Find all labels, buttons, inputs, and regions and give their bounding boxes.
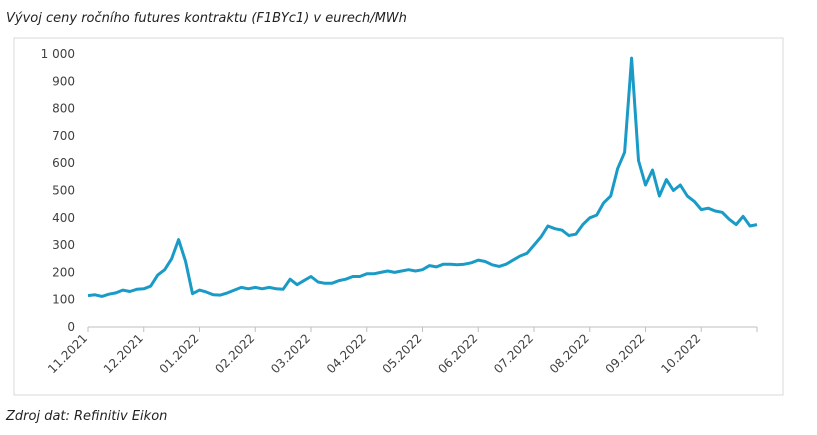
x-tick-label: 07.2022 [491,331,536,376]
y-tick-label: 500 [52,184,75,198]
chart-frame [13,37,784,396]
x-tick-label: 06.2022 [435,331,480,376]
x-tick-label: 05.2022 [380,331,425,376]
x-tick-label: 03.2022 [268,331,313,376]
x-tick-label: 01.2022 [157,331,202,376]
y-tick-label: 1 000 [41,47,75,61]
x-tick-label: 02.2022 [212,331,257,376]
y-tick-label: 200 [52,265,75,279]
y-tick-label: 0 [67,320,75,334]
y-tick-label: 300 [52,238,75,252]
y-tick-label: 700 [52,129,75,143]
y-tick-label: 600 [52,156,75,170]
y-tick-label: 400 [52,211,75,225]
y-tick-label: 100 [52,293,75,307]
x-tick-label: 04.2022 [324,331,369,376]
x-tick-label: 08.2022 [547,331,592,376]
x-tick-label: 10.2022 [658,331,703,376]
data-line [87,56,758,298]
y-tick-label: 900 [52,74,75,88]
x-tick-label: 09.2022 [603,331,648,376]
x-tick-label: 12.2021 [101,331,146,376]
x-tick-label: 11.2021 [45,331,90,376]
source-note: Zdroj dat: Refinitiv Eikon [5,409,167,424]
chart-title: Vývoj ceny ročního futures kontraktu (F1… [6,11,407,26]
y-tick-label: 800 [52,102,75,116]
